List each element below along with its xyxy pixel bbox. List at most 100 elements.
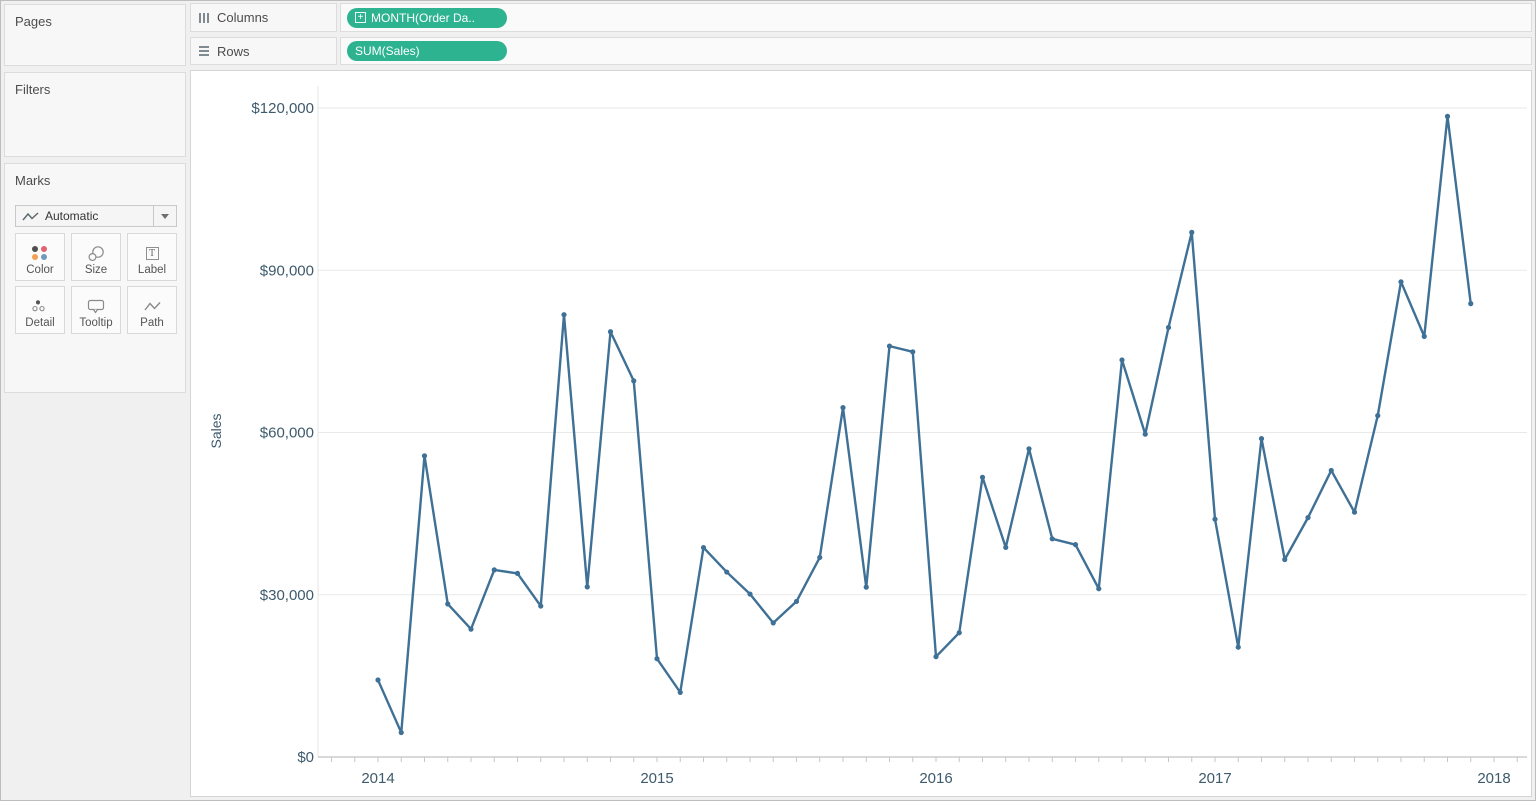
rows-shelf-label: Rows — [217, 43, 250, 59]
data-point[interactable] — [538, 603, 544, 609]
data-point[interactable] — [793, 598, 800, 605]
data-point[interactable] — [561, 312, 567, 318]
data-point[interactable] — [445, 601, 451, 607]
path-button[interactable]: Path — [127, 286, 177, 334]
marks-card-title: Marks — [15, 173, 51, 188]
data-point[interactable] — [677, 689, 683, 695]
rows-shelf[interactable]: SUM(Sales) — [340, 37, 1532, 65]
data-point[interactable] — [747, 591, 753, 597]
worksheet-view[interactable]: $0 $30,000 $60,000 $90,000 $120,000 2014 2015 2… — [190, 70, 1532, 797]
data-point[interactable] — [724, 569, 730, 575]
label-icon: T — [145, 246, 159, 260]
y-axis-title: Sales — [208, 413, 224, 448]
svg-text:2014: 2014 — [361, 770, 394, 787]
data-point[interactable] — [1258, 436, 1265, 442]
marks-card: Marks Automatic Color Size T Label — [4, 163, 186, 393]
pages-shelf-title: Pages — [15, 14, 52, 29]
size-button[interactable]: Size — [71, 233, 121, 281]
data-point[interactable] — [421, 453, 428, 459]
rows-shelf-header: Rows — [190, 37, 337, 65]
detail-button-label: Detail — [25, 317, 55, 329]
data-point[interactable] — [1282, 556, 1288, 563]
data-point[interactable] — [700, 544, 707, 551]
data-point[interactable] — [886, 343, 893, 349]
expand-icon[interactable]: + — [355, 12, 366, 23]
data-point[interactable] — [1468, 301, 1474, 307]
data-point[interactable] — [1444, 113, 1451, 119]
mark-type-dropdown[interactable]: Automatic — [15, 205, 177, 227]
data-point[interactable] — [1328, 467, 1334, 474]
data-point[interactable] — [1189, 229, 1195, 235]
data-point[interactable] — [863, 584, 869, 590]
data-point[interactable] — [1235, 644, 1241, 650]
svg-text:$120,000: $120,000 — [251, 100, 314, 117]
pages-shelf-card[interactable]: Pages — [4, 4, 186, 66]
columns-pill[interactable]: + MONTH(Order Da.. — [347, 7, 507, 28]
columns-shelf-header: Columns — [190, 3, 337, 32]
data-point[interactable] — [956, 630, 962, 636]
data-point[interactable] — [1398, 279, 1404, 285]
path-icon — [143, 302, 161, 311]
x-axis-month-ticks — [331, 757, 1518, 762]
label-button[interactable]: T Label — [127, 233, 177, 281]
x-axis-year-labels: 2014 2015 2016 2017 2018 — [361, 770, 1510, 787]
data-point[interactable] — [770, 620, 776, 626]
data-point[interactable] — [979, 474, 986, 480]
line-mark-icon — [22, 211, 39, 220]
data-point[interactable] — [654, 656, 660, 662]
data-point[interactable] — [491, 567, 497, 573]
svg-text:$60,000: $60,000 — [260, 425, 314, 442]
data-point[interactable] — [1072, 542, 1079, 548]
data-point[interactable] — [840, 405, 846, 411]
data-point[interactable] — [631, 378, 637, 384]
data-point[interactable] — [933, 654, 939, 660]
data-point[interactable] — [1049, 536, 1055, 542]
rows-pill[interactable]: SUM(Sales) — [347, 41, 507, 61]
data-point[interactable] — [817, 554, 823, 561]
size-button-label: Size — [84, 264, 108, 276]
data-point[interactable] — [1305, 515, 1311, 521]
data-point[interactable] — [375, 677, 381, 683]
filters-shelf-title: Filters — [15, 82, 51, 97]
detail-icon — [32, 300, 45, 312]
data-point[interactable] — [398, 729, 404, 736]
rows-icon — [199, 46, 209, 56]
svg-text:$90,000: $90,000 — [260, 262, 314, 279]
data-point[interactable] — [468, 626, 474, 632]
svg-text:2017: 2017 — [1198, 770, 1231, 787]
tooltip-button[interactable]: Tooltip — [71, 286, 121, 334]
data-point[interactable] — [1096, 586, 1102, 592]
color-button[interactable]: Color — [15, 233, 65, 281]
y-axis-tick-labels: $0 $30,000 $60,000 $90,000 $120,000 — [251, 100, 314, 766]
columns-shelf[interactable]: + MONTH(Order Da.. — [340, 3, 1532, 32]
data-point[interactable] — [1003, 544, 1009, 551]
data-point[interactable] — [1351, 509, 1358, 515]
data-point[interactable] — [1375, 413, 1381, 419]
columns-shelf-label: Columns — [217, 10, 269, 25]
filters-shelf-card[interactable]: Filters — [4, 72, 186, 157]
data-point[interactable] — [1142, 431, 1148, 437]
columns-icon — [199, 12, 209, 23]
data-point[interactable] — [1212, 516, 1218, 522]
rows-pill-label: SUM(Sales) — [355, 44, 420, 58]
svg-text:2016: 2016 — [919, 770, 952, 787]
detail-button[interactable]: Detail — [15, 286, 65, 334]
data-point[interactable] — [584, 584, 590, 590]
data-point[interactable] — [607, 329, 614, 335]
series-line[interactable] — [376, 115, 1472, 734]
data-point[interactable] — [1026, 446, 1032, 452]
size-icon — [88, 245, 104, 261]
data-point[interactable] — [1421, 333, 1427, 339]
data-point[interactable] — [1119, 357, 1125, 363]
data-point[interactable] — [1165, 324, 1172, 331]
data-point[interactable] — [910, 349, 916, 355]
data-point[interactable] — [514, 570, 521, 577]
label-button-label: Label — [137, 264, 167, 276]
mark-type-dropdown-arrow[interactable] — [153, 206, 176, 226]
svg-text:2015: 2015 — [640, 770, 673, 787]
sales-series[interactable] — [375, 113, 1474, 736]
tooltip-button-label: Tooltip — [79, 317, 113, 329]
path-button-label: Path — [140, 317, 164, 329]
